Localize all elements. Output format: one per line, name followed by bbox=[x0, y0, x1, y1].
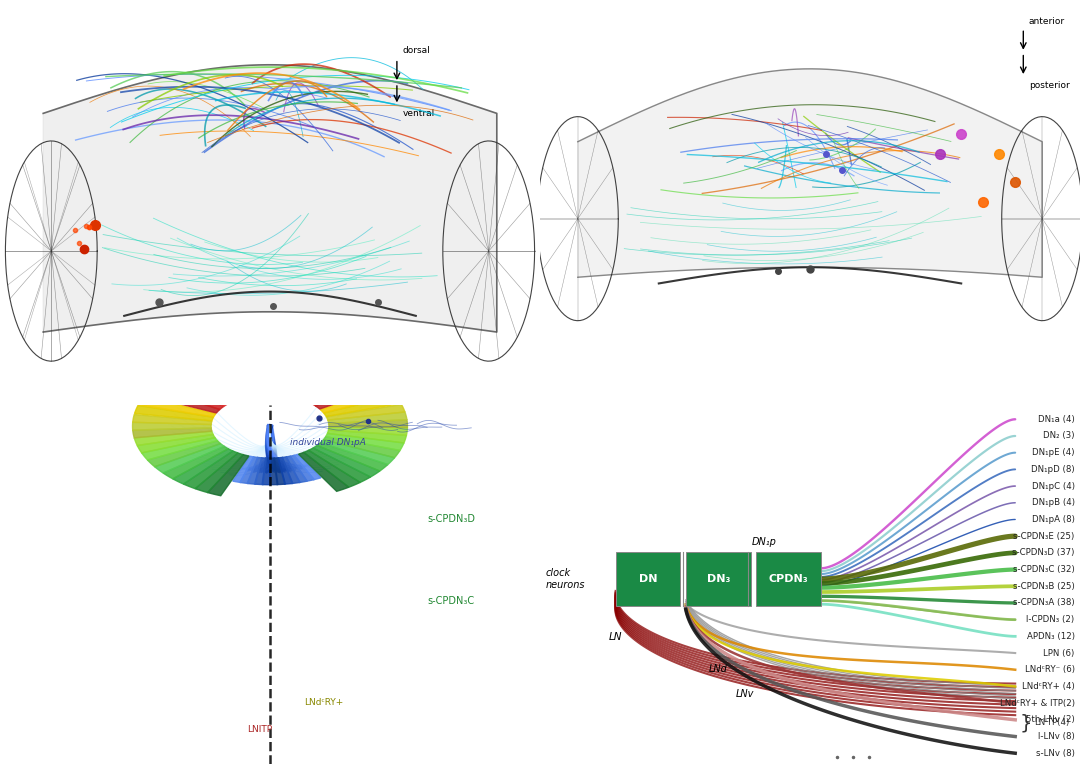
Polygon shape bbox=[145, 387, 219, 413]
Polygon shape bbox=[138, 397, 216, 417]
Polygon shape bbox=[303, 450, 360, 487]
Text: DN₁pB (4): DN₁pB (4) bbox=[1031, 498, 1075, 507]
Text: LNdᶜRY⁻ (6): LNdᶜRY⁻ (6) bbox=[1025, 665, 1075, 675]
Polygon shape bbox=[232, 456, 254, 483]
Polygon shape bbox=[328, 419, 407, 428]
Polygon shape bbox=[163, 446, 228, 479]
Polygon shape bbox=[240, 457, 258, 484]
Polygon shape bbox=[162, 373, 229, 406]
Polygon shape bbox=[315, 379, 386, 409]
Text: LNv: LNv bbox=[735, 689, 755, 699]
Polygon shape bbox=[270, 458, 278, 484]
Text: DN₃: DN₃ bbox=[706, 574, 730, 584]
Text: posterior: posterior bbox=[1029, 81, 1069, 90]
Polygon shape bbox=[289, 455, 314, 481]
Text: LPN (6): LPN (6) bbox=[1043, 649, 1075, 658]
Polygon shape bbox=[328, 412, 407, 423]
Text: s-CPDN₃D (37): s-CPDN₃D (37) bbox=[1012, 549, 1075, 558]
Polygon shape bbox=[326, 433, 404, 451]
Text: s-CPDN₃E (25): s-CPDN₃E (25) bbox=[1013, 532, 1075, 541]
Polygon shape bbox=[134, 431, 213, 445]
Text: anterior: anterior bbox=[1029, 18, 1065, 26]
Text: s-CPDN₃A (38): s-CPDN₃A (38) bbox=[1013, 598, 1075, 607]
Text: LN: LN bbox=[609, 632, 622, 642]
Text: DN: DN bbox=[638, 574, 658, 584]
Text: l-LNv (8): l-LNv (8) bbox=[1038, 732, 1075, 741]
Polygon shape bbox=[262, 458, 270, 484]
Text: DN₁pA (8): DN₁pA (8) bbox=[1031, 515, 1075, 524]
Polygon shape bbox=[43, 65, 497, 332]
Text: LNd: LNd bbox=[708, 664, 728, 674]
Text: }: } bbox=[1020, 714, 1032, 732]
Polygon shape bbox=[328, 427, 407, 435]
Text: DN₁a (4): DN₁a (4) bbox=[1038, 415, 1075, 424]
Text: CPDN₃: CPDN₃ bbox=[769, 574, 808, 584]
Text: LNITP: LNITP bbox=[247, 725, 273, 734]
Polygon shape bbox=[148, 441, 220, 467]
FancyBboxPatch shape bbox=[616, 552, 680, 606]
Text: s-CPDN₃D: s-CPDN₃D bbox=[427, 514, 475, 524]
Text: DN₁pD (8): DN₁pD (8) bbox=[1031, 465, 1075, 474]
Text: dorsal: dorsal bbox=[402, 46, 430, 55]
Text: DN₂ (3): DN₂ (3) bbox=[1043, 432, 1075, 441]
Polygon shape bbox=[133, 415, 212, 425]
Text: s-LNv (8): s-LNv (8) bbox=[1036, 749, 1075, 758]
Polygon shape bbox=[286, 456, 308, 483]
Polygon shape bbox=[327, 430, 406, 443]
Polygon shape bbox=[141, 438, 217, 460]
FancyBboxPatch shape bbox=[756, 552, 821, 606]
Text: s-CPDN₃C (32): s-CPDN₃C (32) bbox=[1013, 565, 1075, 574]
Polygon shape bbox=[247, 458, 262, 484]
Polygon shape bbox=[311, 372, 376, 406]
Polygon shape bbox=[255, 458, 266, 484]
Polygon shape bbox=[324, 396, 401, 416]
Text: ventral: ventral bbox=[402, 109, 434, 118]
Text: LNdᶜRY+ & ITP(2): LNdᶜRY+ & ITP(2) bbox=[1000, 698, 1075, 707]
Polygon shape bbox=[326, 404, 405, 420]
Text: l-CPDN₃ (2): l-CPDN₃ (2) bbox=[1026, 615, 1075, 624]
Text: LNdᶜRY+ (4): LNdᶜRY+ (4) bbox=[1022, 682, 1075, 691]
Polygon shape bbox=[321, 387, 395, 413]
Polygon shape bbox=[282, 457, 300, 484]
Polygon shape bbox=[207, 455, 248, 496]
Text: DN₁p: DN₁p bbox=[752, 537, 777, 547]
Polygon shape bbox=[298, 452, 349, 491]
Text: 5th-LNv (2): 5th-LNv (2) bbox=[1026, 715, 1075, 724]
Polygon shape bbox=[195, 453, 243, 493]
Polygon shape bbox=[323, 436, 400, 458]
Polygon shape bbox=[305, 366, 365, 403]
Polygon shape bbox=[578, 69, 1042, 277]
Text: DN₁pE (4): DN₁pE (4) bbox=[1032, 448, 1075, 457]
Text: clock
neurons: clock neurons bbox=[545, 568, 585, 590]
Polygon shape bbox=[133, 428, 212, 438]
Polygon shape bbox=[152, 380, 224, 410]
Polygon shape bbox=[137, 435, 215, 453]
Polygon shape bbox=[278, 458, 293, 484]
Polygon shape bbox=[154, 444, 225, 473]
Text: LNdᶜRY+: LNdᶜRY+ bbox=[305, 698, 343, 707]
Text: s-CPDN₃C: s-CPDN₃C bbox=[427, 597, 474, 607]
Polygon shape bbox=[173, 448, 233, 484]
FancyBboxPatch shape bbox=[686, 552, 751, 606]
Polygon shape bbox=[133, 422, 212, 430]
Polygon shape bbox=[309, 448, 370, 482]
Text: individual DN₁pA: individual DN₁pA bbox=[289, 438, 365, 447]
Polygon shape bbox=[294, 455, 321, 480]
Text: LNᴵTP(4): LNᴵTP(4) bbox=[1034, 718, 1069, 727]
Text: DN₁pC (4): DN₁pC (4) bbox=[1031, 481, 1075, 490]
Polygon shape bbox=[318, 442, 388, 471]
Polygon shape bbox=[313, 445, 380, 477]
Polygon shape bbox=[321, 440, 394, 465]
Polygon shape bbox=[274, 458, 285, 484]
Text: APDN₃ (12): APDN₃ (12) bbox=[1027, 632, 1075, 641]
Text: s-CPDN₃B (25): s-CPDN₃B (25) bbox=[1013, 581, 1075, 591]
Polygon shape bbox=[135, 406, 214, 421]
Polygon shape bbox=[184, 451, 238, 489]
